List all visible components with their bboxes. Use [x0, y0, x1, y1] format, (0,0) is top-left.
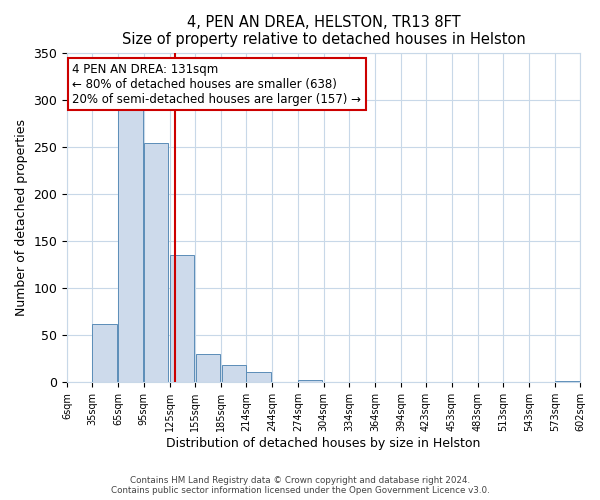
Bar	[221, 366, 246, 382]
Text: 4 PEN AN DREA: 131sqm
← 80% of detached houses are smaller (638)
20% of semi-det: 4 PEN AN DREA: 131sqm ← 80% of detached …	[72, 62, 361, 106]
Text: Contains HM Land Registry data © Crown copyright and database right 2024.
Contai: Contains HM Land Registry data © Crown c…	[110, 476, 490, 495]
Bar	[144, 143, 169, 382]
X-axis label: Distribution of detached houses by size in Helston: Distribution of detached houses by size …	[166, 437, 481, 450]
Bar	[170, 255, 194, 382]
Bar	[196, 354, 220, 382]
Bar	[92, 324, 117, 382]
Bar	[247, 372, 271, 382]
Bar	[118, 109, 143, 382]
Y-axis label: Number of detached properties: Number of detached properties	[15, 119, 28, 316]
Bar	[298, 380, 322, 382]
Title: 4, PEN AN DREA, HELSTON, TR13 8FT
Size of property relative to detached houses i: 4, PEN AN DREA, HELSTON, TR13 8FT Size o…	[122, 15, 526, 48]
